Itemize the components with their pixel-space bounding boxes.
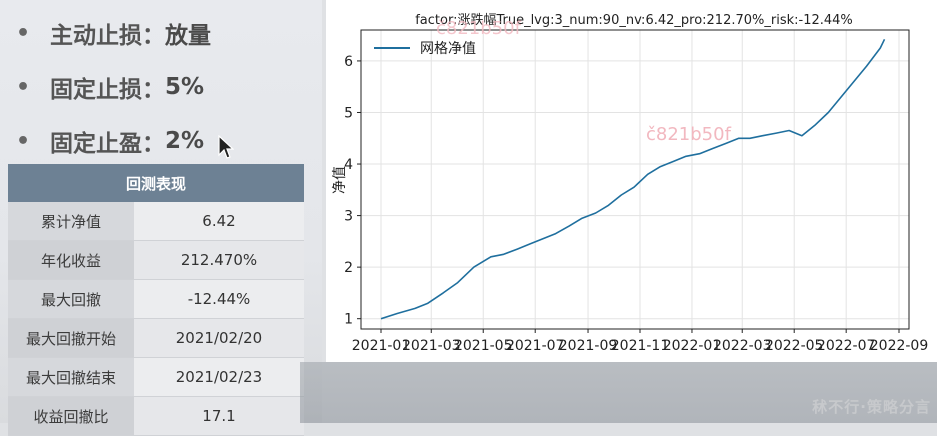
row-value: 212.470% [134, 240, 304, 280]
table-row: 年化收益 212.470% [8, 240, 304, 280]
backtest-table: 回测表现 累计净值 6.42 年化收益 212.470% 最大回撤 -12.44… [8, 164, 304, 436]
net-value-chart: factor:涨跌幅True_lvg:3_num:90_nv:6.42_pro:… [332, 12, 928, 354]
bullet-fixed-take-profit: • 固定止盈： 2% [16, 114, 211, 168]
bullet-value: 2% [165, 128, 205, 154]
row-key: 最大回撤结束 [8, 357, 134, 397]
y-tick-label: 5 [344, 105, 353, 121]
x-tick-label: 2022-03 [713, 338, 772, 354]
table-row: 最大回撤结束 2021/02/23 [8, 357, 304, 397]
x-tick-label: 2021-07 [506, 338, 565, 354]
row-value: 6.42 [134, 202, 304, 241]
y-tick-label: 3 [344, 209, 353, 225]
x-tick-label: 2021-03 [402, 338, 461, 354]
legend-label: 网格净值 [420, 41, 476, 57]
bullet-dot-icon: • [16, 20, 31, 46]
row-value: -12.44% [134, 279, 304, 319]
row-key: 最大回撤开始 [8, 318, 134, 358]
bullet-value: 5% [165, 74, 205, 100]
bullet-fixed-stop-loss: • 固定止损： 5% [16, 60, 211, 114]
watermark: č821b50f [646, 124, 732, 145]
row-key: 收益回撤比 [8, 396, 134, 436]
bullet-dot-icon: • [16, 128, 31, 154]
bullet-dot-icon: • [16, 74, 31, 100]
series-line [380, 38, 886, 320]
x-tick-label: 2022-07 [817, 338, 876, 354]
x-tick-label: 2021-09 [559, 338, 618, 354]
y-tick-label: 2 [344, 260, 353, 276]
mouse-cursor-icon [218, 135, 234, 159]
bottom-band [300, 362, 937, 423]
slide-left-panel: • 主动止损： 放量 • 固定止损： 5% • 固定止盈： 2% 回测表现 累计… [0, 0, 322, 436]
row-key: 最大回撤 [8, 279, 134, 319]
bullet-label: 主动止损： [50, 23, 165, 49]
bullet-value: 放量 [165, 23, 211, 49]
chart-ticks: 2021-012021-032021-052021-072021-092021-… [344, 54, 928, 354]
table-row: 最大回撤开始 2021/02/20 [8, 318, 304, 358]
x-tick-label: 2021-01 [352, 338, 411, 354]
plot-frame [360, 29, 910, 330]
y-tick-label: 4 [344, 157, 353, 173]
bullet-label: 固定止损： [50, 77, 165, 103]
y-tick-label: 1 [344, 312, 353, 328]
strategy-bullets: • 主动止损： 放量 • 固定止损： 5% • 固定止盈： 2% [16, 6, 211, 168]
table-row: 收益回撤比 17.1 [8, 396, 304, 436]
chart-grid [361, 30, 909, 329]
y-axis-label: 净值 [332, 166, 348, 194]
row-value: 2021/02/23 [134, 357, 304, 397]
x-tick-label: 2021-11 [611, 338, 670, 354]
table-header: 回测表现 [8, 164, 304, 202]
x-tick-label: 2021-05 [454, 338, 512, 354]
chart-legend: 网格净值 [374, 41, 476, 57]
chart-panel: factor:涨跌幅True_lvg:3_num:90_nv:6.42_pro:… [326, 0, 937, 362]
row-key: 累计净值 [8, 202, 134, 241]
row-value: 17.1 [134, 396, 304, 436]
x-tick-label: 2022-05 [765, 338, 824, 354]
chart-series [380, 38, 886, 320]
bullet-active-stop-loss: • 主动止损： 放量 [16, 6, 211, 60]
row-key: 年化收益 [8, 240, 134, 280]
table-row: 最大回撤 -12.44% [8, 279, 304, 319]
y-tick-label: 6 [344, 54, 353, 70]
table-row: 累计净值 6.42 [8, 202, 304, 241]
x-tick-label: 2022-01 [663, 338, 722, 354]
x-tick-label: 2022-09 [870, 338, 929, 354]
watermark: č821b50f [436, 18, 522, 39]
bullet-label: 固定止盈： [50, 131, 165, 157]
row-value: 2021/02/20 [134, 318, 304, 358]
chart-title: factor:涨跌幅True_lvg:3_num:90_nv:6.42_pro:… [415, 12, 853, 28]
bottom-watermark-text: 秫不行·策略分言 [812, 398, 931, 416]
